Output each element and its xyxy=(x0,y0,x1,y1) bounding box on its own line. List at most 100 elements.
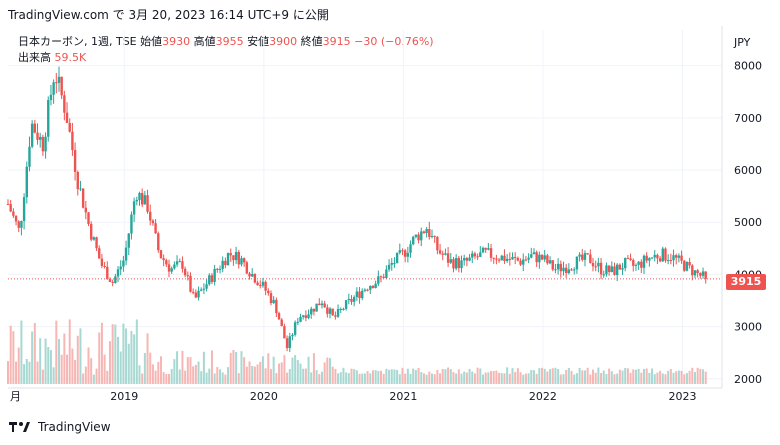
candle-body xyxy=(44,136,47,152)
volume-bar xyxy=(535,373,538,384)
volume-bar xyxy=(465,372,468,384)
volume-bar xyxy=(508,373,511,384)
volume-bar xyxy=(125,328,128,384)
candle-body xyxy=(288,336,291,349)
candle-body xyxy=(562,267,565,272)
volume-bar xyxy=(197,361,200,384)
candle-body xyxy=(283,326,286,339)
volume-bar xyxy=(168,373,171,384)
x-tick-label: 2023 xyxy=(668,390,696,403)
candle-body xyxy=(527,257,530,260)
volume-bar xyxy=(396,369,399,384)
candle-body xyxy=(197,290,200,298)
volume-bar xyxy=(52,367,55,384)
candle-body xyxy=(613,266,616,275)
volume-bar xyxy=(398,374,401,384)
volume-bar xyxy=(162,372,165,384)
candle-body xyxy=(519,260,522,265)
candle-body xyxy=(471,253,474,258)
volume-bar xyxy=(25,359,28,384)
candle-body xyxy=(387,264,391,270)
volume-bar xyxy=(573,374,576,384)
volume-bar xyxy=(210,350,213,384)
volume-bar xyxy=(232,350,235,384)
volume-bar xyxy=(98,332,101,384)
candle-body xyxy=(436,236,439,251)
volume-bar xyxy=(256,364,259,384)
candle-body xyxy=(323,303,326,308)
volume-bar xyxy=(283,355,286,384)
candle-body xyxy=(699,273,702,276)
volume-bar xyxy=(562,374,565,384)
candle-body xyxy=(602,274,605,276)
candle-body xyxy=(293,322,297,335)
volume-bar xyxy=(331,366,334,384)
candle-body xyxy=(564,267,568,274)
y-tick-label: 7000 xyxy=(734,112,762,125)
volume-bar xyxy=(361,373,364,384)
volume-bar xyxy=(366,371,369,384)
candle-body xyxy=(610,266,613,273)
candle-body xyxy=(95,237,98,249)
volume-bar xyxy=(632,369,635,384)
candle-body xyxy=(291,334,294,337)
volume-bar xyxy=(71,348,74,384)
volume-bar xyxy=(592,369,595,384)
volume-bar xyxy=(119,351,122,384)
volume-bar xyxy=(154,370,157,384)
tradingview-logo-icon xyxy=(9,422,30,432)
volume-bar xyxy=(428,371,431,384)
candle-body xyxy=(22,197,26,221)
volume-bar xyxy=(221,372,224,384)
candle-body xyxy=(157,233,160,251)
volume-bar xyxy=(688,370,691,384)
candle-body xyxy=(377,276,380,284)
volume-bar xyxy=(74,359,77,384)
volume-bar xyxy=(334,368,337,384)
x-tick-label: 月 xyxy=(10,390,21,403)
volume-bar xyxy=(157,362,160,384)
volume-bar xyxy=(117,336,120,384)
candle-body xyxy=(140,192,144,205)
volume-bar xyxy=(272,356,275,384)
volume-bar xyxy=(36,361,39,384)
volume-bar xyxy=(216,367,219,384)
candle-body xyxy=(495,258,498,260)
volume-bar xyxy=(498,372,501,384)
candle-body xyxy=(446,253,450,263)
volume-bar xyxy=(677,370,680,384)
volume-bar xyxy=(288,369,291,384)
volume-bar xyxy=(581,370,584,384)
candle-body xyxy=(379,276,383,278)
volume-bar xyxy=(516,368,519,384)
candle-body xyxy=(680,255,683,261)
candle-body xyxy=(65,112,69,123)
candle-body xyxy=(382,276,385,278)
volume-bar xyxy=(452,372,455,384)
volume-bar xyxy=(127,343,130,384)
volume-bar xyxy=(479,368,482,384)
candle-body xyxy=(210,275,214,282)
candle-body xyxy=(352,297,356,302)
volume-bar xyxy=(693,371,696,384)
candle-body xyxy=(39,136,42,140)
candle-body xyxy=(149,211,152,221)
volume-bar xyxy=(457,369,460,384)
candle-body xyxy=(307,314,310,319)
candle-body xyxy=(454,257,458,269)
volume-bar xyxy=(227,367,230,384)
volume-bar xyxy=(409,373,412,384)
candle-body xyxy=(261,281,265,286)
candle-body xyxy=(216,268,219,270)
volume-bar xyxy=(245,366,248,384)
volume-bar xyxy=(326,357,329,384)
volume-bar xyxy=(310,372,313,384)
volume-bar xyxy=(176,351,179,384)
volume-bar xyxy=(621,370,624,384)
volume-bar xyxy=(114,324,117,384)
candle-body xyxy=(108,279,112,282)
symbol-title: 日本カーボン, 1週, TSE xyxy=(18,35,137,48)
candle-body xyxy=(409,244,412,253)
candle-body xyxy=(259,285,262,287)
candle-body xyxy=(573,269,576,271)
